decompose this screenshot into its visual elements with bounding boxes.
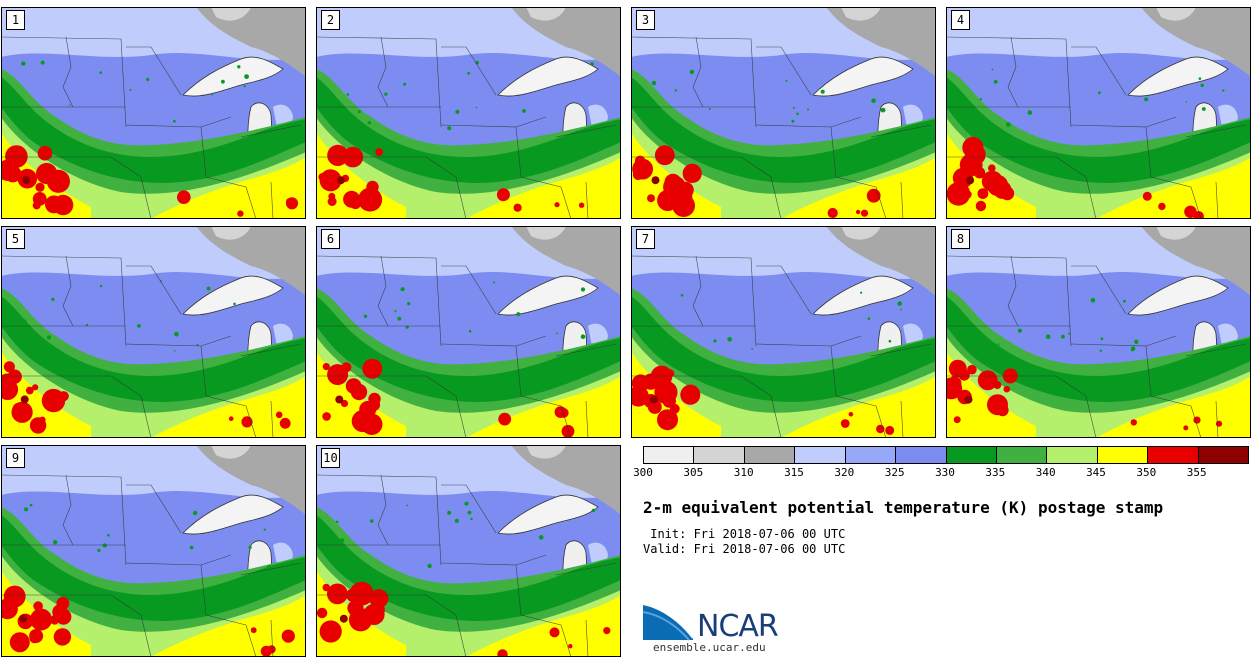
ncar-logo-text: NCAR: [697, 609, 779, 644]
member-number-label: 5: [6, 229, 25, 249]
ensemble-member-panel: 6: [316, 226, 621, 438]
valid-time: Valid: Fri 2018-07-06 00 UTC: [643, 542, 846, 556]
ensemble-member-panel: 7: [631, 226, 936, 438]
legend-swatch: [1097, 447, 1149, 463]
legend-swatch: [1148, 447, 1199, 463]
ensemble-member-panel: 8: [946, 226, 1251, 438]
legend-tick-label: 325: [884, 466, 905, 479]
member-number-label: 4: [951, 10, 970, 30]
member-number-label: 7: [636, 229, 655, 249]
legend-swatch: [1047, 447, 1098, 463]
member-number-label: 1: [6, 10, 25, 30]
legend-tick-label: 300: [633, 466, 653, 479]
logo-url: ensemble.ucar.edu: [653, 641, 766, 654]
ensemble-member-panel: 3: [631, 7, 936, 219]
legend-tick-label: 335: [985, 466, 1006, 479]
ensemble-member-panel: 4: [946, 7, 1251, 219]
legend-swatch: [644, 447, 695, 463]
legend-tick-label: 355: [1186, 466, 1207, 479]
ensemble-member-panel: 5: [1, 226, 306, 438]
legend-swatch: [896, 447, 947, 463]
member-number-label: 9: [6, 448, 25, 468]
ensemble-member-panel: 9: [1, 445, 306, 657]
ensemble-member-panel: 2: [316, 7, 621, 219]
legend-swatch: [1198, 447, 1249, 463]
member-number-label: 10: [321, 448, 340, 468]
legend-swatch: [795, 447, 846, 463]
legend-tick-label: 315: [784, 466, 804, 479]
color-legend: [643, 446, 1249, 464]
legend-swatch: [996, 447, 1048, 463]
legend-tick-label: 350: [1136, 466, 1157, 479]
init-time: Init: Fri 2018-07-06 00 UTC: [643, 527, 846, 541]
plot-title: 2-m equivalent potential temperature (K)…: [643, 498, 1164, 517]
member-number-label: 2: [321, 10, 340, 30]
legend-swatch: [744, 447, 796, 463]
ensemble-member-panel: 10: [316, 445, 621, 657]
legend-tick-label: 305: [683, 466, 704, 479]
legend-tick-label: 340: [1035, 466, 1056, 479]
ncar-logo-icon: [643, 603, 694, 641]
legend-swatch: [845, 447, 897, 463]
ensemble-member-panel: 1: [1, 7, 306, 219]
legend-tick-label: 330: [935, 466, 955, 479]
legend-tick-label: 320: [834, 466, 855, 479]
member-number-label: 8: [951, 229, 970, 249]
member-number-label: 3: [636, 10, 655, 30]
legend-swatch: [694, 447, 745, 463]
legend-swatch: [946, 447, 997, 463]
member-number-label: 6: [321, 229, 340, 249]
legend-tick-label: 345: [1086, 466, 1106, 479]
legend-tick-label: 310: [733, 466, 754, 479]
